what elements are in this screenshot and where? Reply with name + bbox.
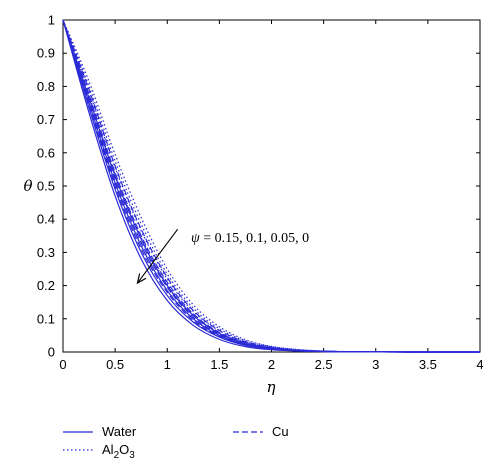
legend-item-water: Water (63, 424, 137, 439)
y-tick-label: 1 (48, 13, 55, 28)
annotation-arrow (138, 228, 179, 282)
series-line-water-2 (62, 19, 481, 353)
y-tick-label: 0.6 (37, 145, 55, 160)
x-tick-label: 0.5 (106, 357, 124, 372)
x-tick-labels: 0 0.5 1 1.5 2 2.5 3 3.5 4 (59, 357, 483, 372)
x-axis-label: η (267, 378, 276, 396)
legend-item-cu: Cu (233, 424, 289, 439)
legend-label-water: Water (102, 424, 137, 439)
y-tick-label: 0.9 (37, 46, 55, 61)
x-tick-label: 2.5 (315, 357, 333, 372)
x-tick-label: 4 (476, 357, 483, 372)
psi-annotation: ψ = 0.15, 0.1, 0.05, 0 (138, 228, 309, 282)
annotation-symbol: ψ (191, 231, 200, 246)
y-tick-label: 0.7 (37, 112, 55, 127)
y-tick-labels: 0 0.1 0.2 0.3 0.4 0.5 0.6 0.7 0.8 0.9 1 (37, 13, 55, 360)
y-tick-label: 0 (48, 345, 55, 360)
legend-label-al2o3: Al2O3 (102, 442, 135, 461)
y-tick-label: 0.1 (37, 311, 55, 326)
y-axis-label: θ (23, 177, 32, 195)
plot-frame (62, 19, 481, 353)
series-line-cu-7 (62, 19, 481, 353)
x-tick-label: 0 (59, 357, 66, 372)
legend: Water Cu Al2O3 (63, 424, 289, 461)
series-line-water-0 (62, 19, 481, 353)
series-line-water-3 (62, 19, 481, 353)
series-line-al2o3-11 (62, 19, 481, 353)
legend-item-al2o3: Al2O3 (63, 442, 135, 461)
x-tick-label: 3.5 (419, 357, 437, 372)
y-tick-label: 0.8 (37, 79, 55, 94)
x-tick-label: 1 (164, 357, 171, 372)
x-tick-label: 3 (372, 357, 379, 372)
series-line-cu-4 (62, 19, 481, 353)
legend-label-cu: Cu (272, 424, 289, 439)
x-tick-label: 1.5 (210, 357, 228, 372)
x-tick-label: 2 (268, 357, 275, 372)
y-tick-label: 0.4 (37, 212, 55, 227)
y-tick-label: 0.5 (37, 179, 55, 194)
plot-area: ψ = 0.15, 0.1, 0.05, 0 (62, 19, 481, 353)
y-tick-label: 0.2 (37, 278, 55, 293)
series-line-al2o3-10 (62, 19, 481, 353)
y-tick-label: 0.3 (37, 245, 55, 260)
series-line-al2o3-8 (62, 19, 481, 353)
annotation-values: = 0.15, 0.1, 0.05, 0 (200, 231, 309, 246)
series-line-cu-5 (62, 19, 481, 353)
annotation-label: ψ = 0.15, 0.1, 0.05, 0 (191, 231, 309, 246)
series-line-water-1 (62, 19, 481, 353)
series-line-cu-6 (62, 19, 481, 353)
series-line-al2o3-9 (62, 19, 481, 353)
series-group (62, 19, 481, 353)
axis-ticks (62, 19, 481, 353)
